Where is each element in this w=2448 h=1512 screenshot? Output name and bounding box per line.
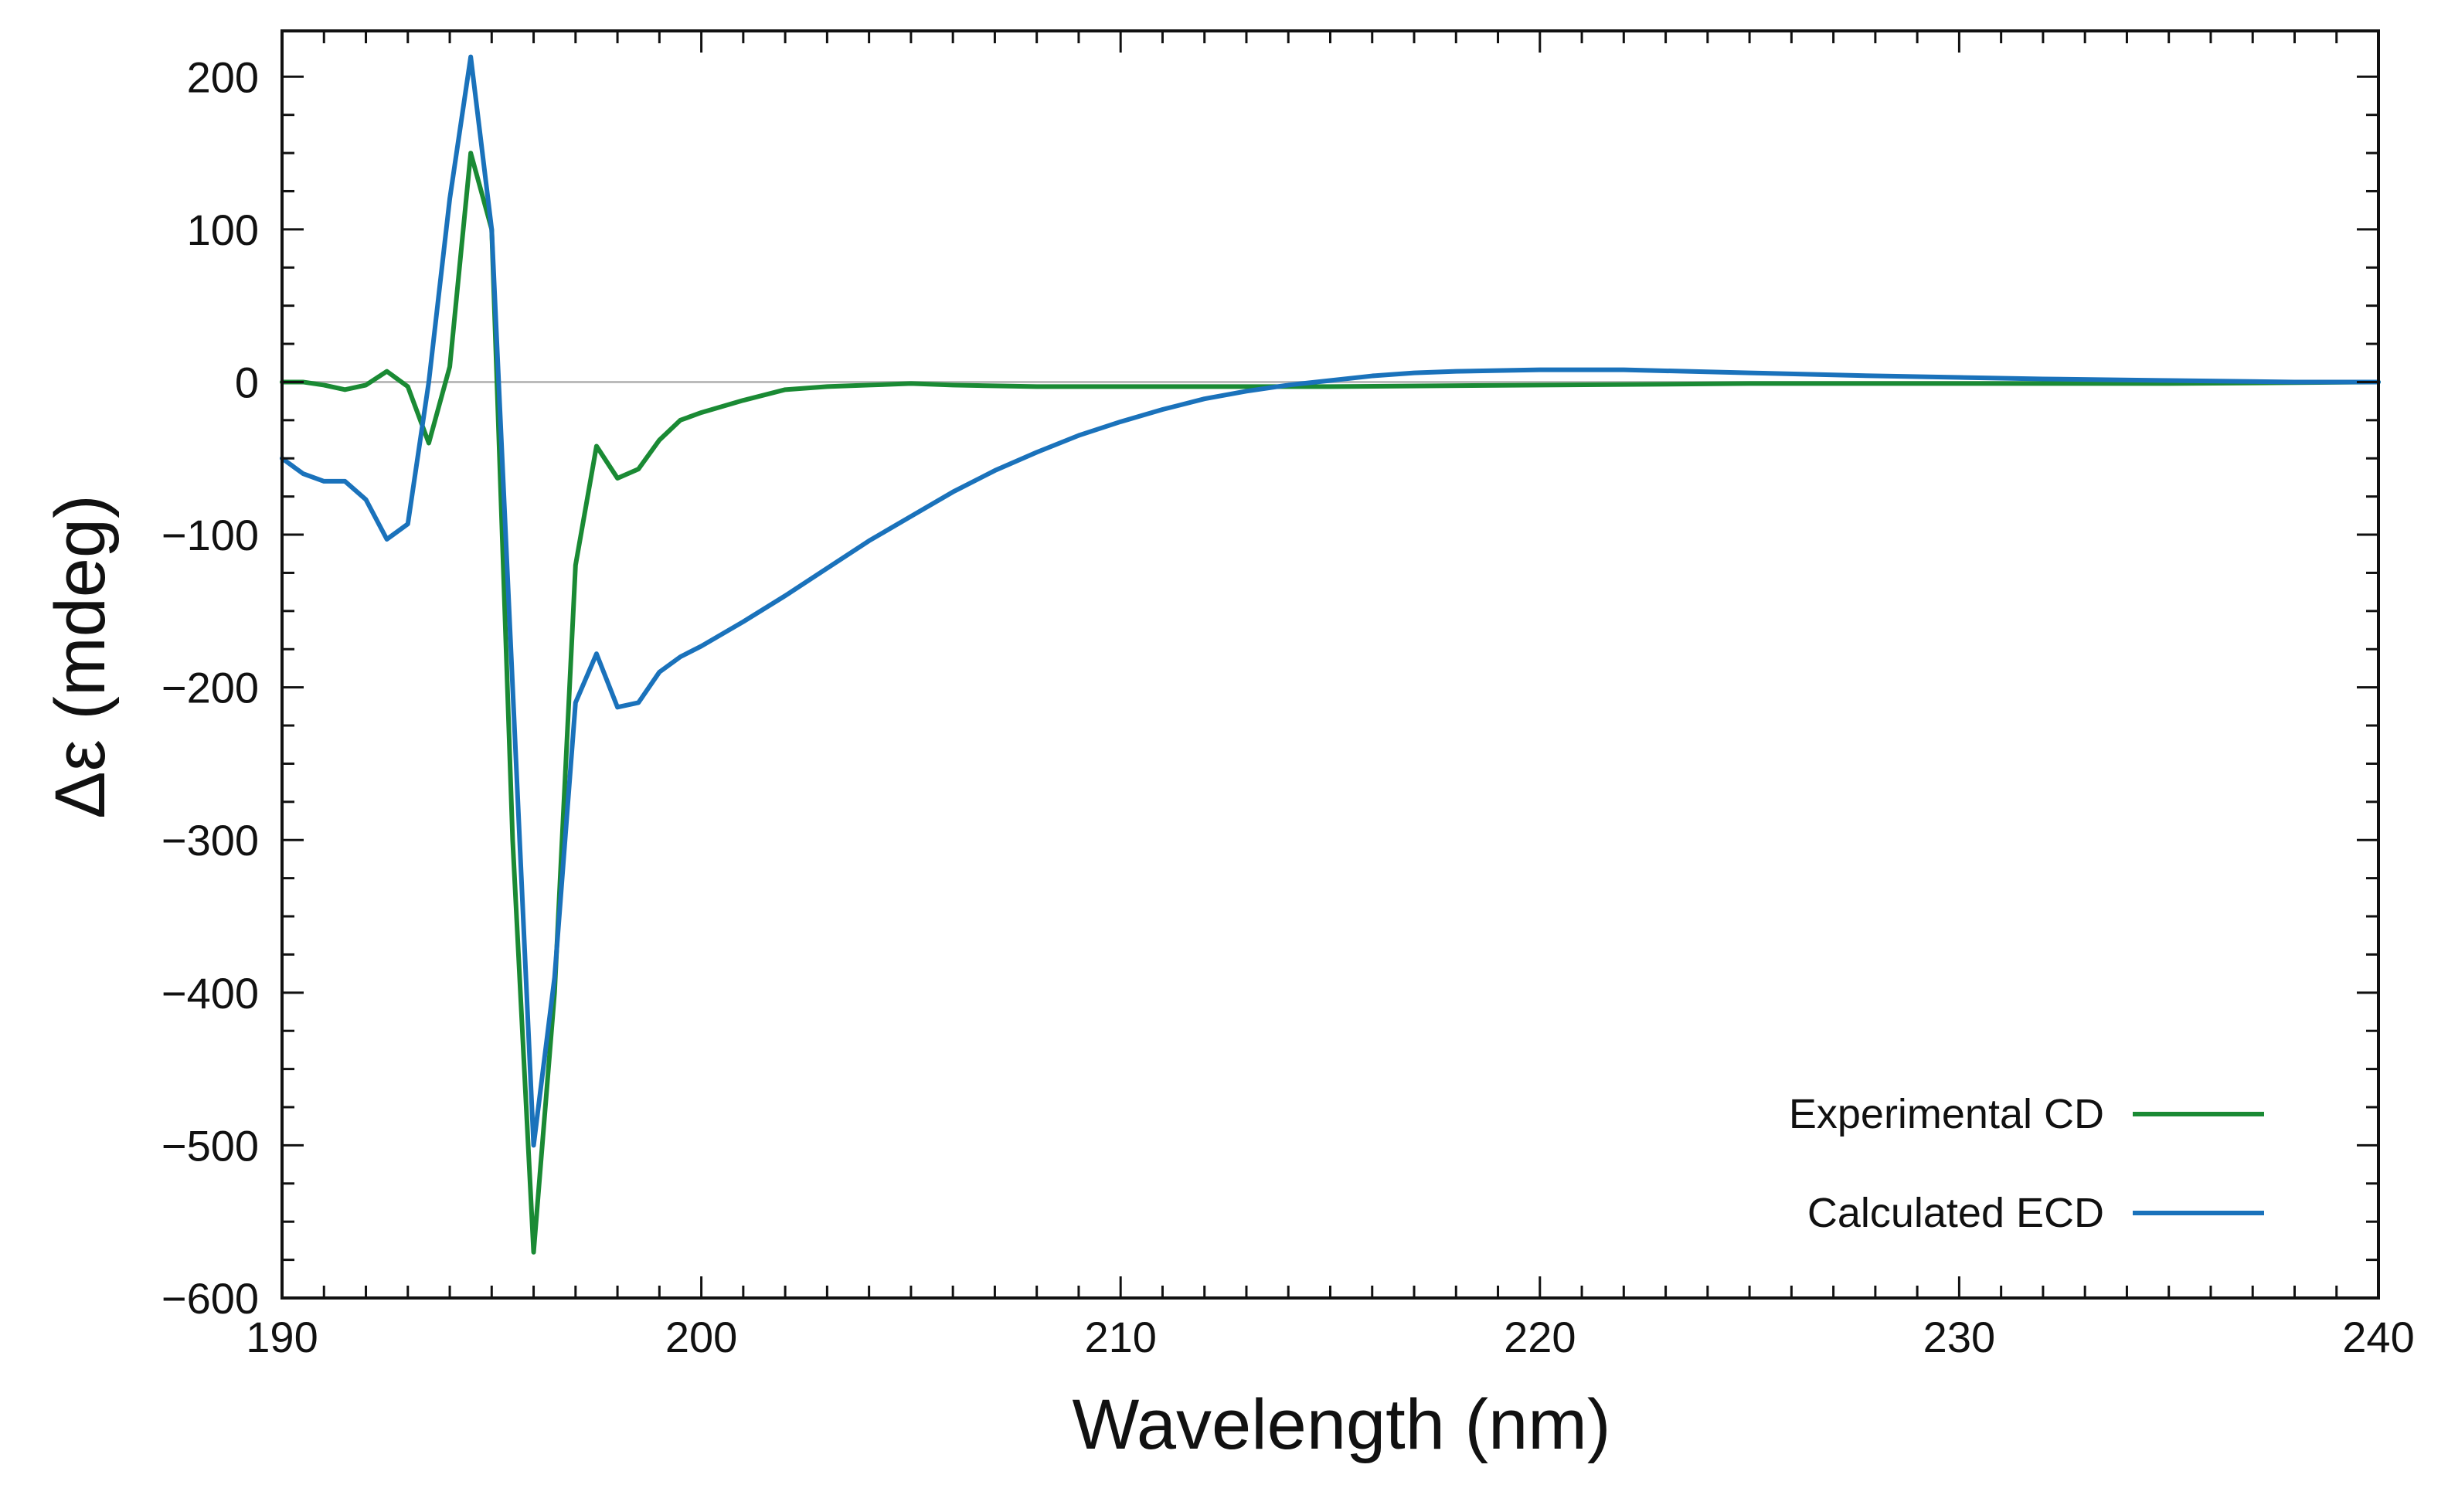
y-tick-label: −500 [162,1121,259,1170]
x-tick-label: 210 [1084,1313,1156,1361]
y-tick-label: −400 [162,969,259,1018]
x-tick-label: 220 [1504,1313,1576,1361]
x-axis-ticks [280,31,2380,1298]
x-axis-tick-labels: 190 200 210 220 230 240 [246,1313,2414,1361]
y-tick-label: −600 [162,1274,259,1323]
y-tick-label: 200 [187,53,259,101]
y-tick-label: −200 [162,664,259,712]
x-tick-label: 230 [1923,1313,1995,1361]
y-axis-tick-labels: 200 100 0 −100 −200 −300 −400 −500 −600 [162,53,259,1323]
series-layer [280,54,2381,1255]
y-axis-title: Δε (mdeg) [41,494,120,818]
y-tick-label: 100 [187,206,259,254]
x-tick-label: 240 [2342,1313,2414,1361]
y-tick-label: 0 [235,358,259,406]
calculated-ecd-line [280,54,2381,1148]
experimental-cd-line [280,151,2381,1255]
legend-label-experimental-cd: Experimental CD [1789,1091,2104,1137]
y-axis-ticks [282,75,2378,1300]
x-tick-label: 200 [665,1313,737,1361]
y-tick-label: −100 [162,511,259,559]
x-axis-title: Wavelength (nm) [1072,1385,1610,1464]
legend-label-calculated-ecd: Calculated ECD [1807,1190,2104,1236]
y-tick-label: −300 [162,816,259,865]
x-tick-label: 190 [246,1313,318,1361]
legend: Experimental CD Calculated ECD [1789,1091,2264,1236]
